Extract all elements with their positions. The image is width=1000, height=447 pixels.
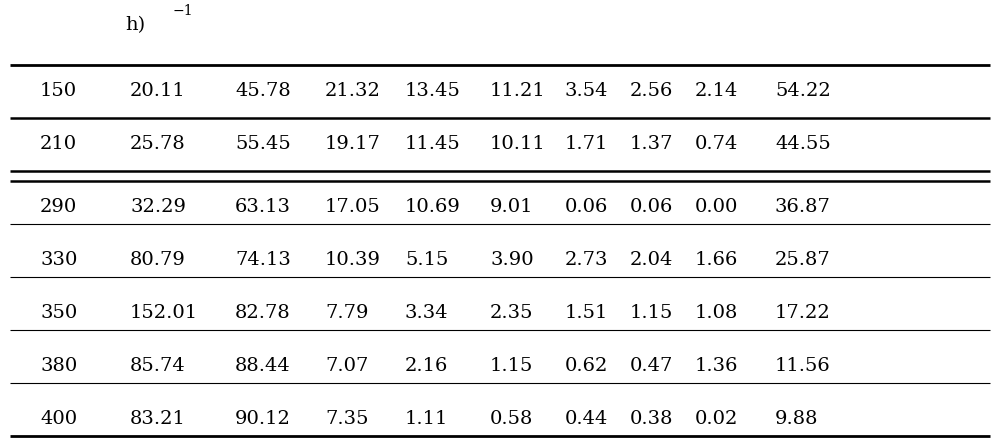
Text: 11.21: 11.21 (490, 82, 546, 100)
Text: 17.22: 17.22 (775, 304, 831, 322)
Text: 19.17: 19.17 (325, 135, 381, 153)
Text: 0.74: 0.74 (695, 135, 738, 153)
Text: 1.15: 1.15 (630, 304, 673, 322)
Text: 44.55: 44.55 (775, 135, 831, 153)
Text: 350: 350 (40, 304, 77, 322)
Text: 152.01: 152.01 (130, 304, 198, 322)
Text: 290: 290 (40, 198, 77, 216)
Text: 1.51: 1.51 (565, 304, 608, 322)
Text: 0.38: 0.38 (630, 410, 674, 428)
Text: 83.21: 83.21 (130, 410, 186, 428)
Text: 0.00: 0.00 (695, 198, 738, 216)
Text: 1.37: 1.37 (630, 135, 674, 153)
Text: 20.11: 20.11 (130, 82, 186, 100)
Text: 82.78: 82.78 (235, 304, 291, 322)
Text: 2.14: 2.14 (695, 82, 738, 100)
Text: 54.22: 54.22 (775, 82, 831, 100)
Text: 3.90: 3.90 (490, 251, 534, 269)
Text: 32.29: 32.29 (130, 198, 186, 216)
Text: 36.87: 36.87 (775, 198, 831, 216)
Text: 210: 210 (40, 135, 77, 153)
Text: 74.13: 74.13 (235, 251, 291, 269)
Text: 9.01: 9.01 (490, 198, 534, 216)
Text: 55.45: 55.45 (235, 135, 291, 153)
Text: 1.08: 1.08 (695, 304, 738, 322)
Text: 2.16: 2.16 (405, 357, 448, 375)
Text: 2.35: 2.35 (490, 304, 534, 322)
Text: h): h) (125, 16, 145, 34)
Text: 3.54: 3.54 (565, 82, 608, 100)
Text: 63.13: 63.13 (235, 198, 291, 216)
Text: 0.06: 0.06 (630, 198, 673, 216)
Text: 380: 380 (40, 357, 77, 375)
Text: 10.11: 10.11 (490, 135, 546, 153)
Text: 0.02: 0.02 (695, 410, 738, 428)
Text: 400: 400 (40, 410, 77, 428)
Text: 80.79: 80.79 (130, 251, 186, 269)
Text: 1.66: 1.66 (695, 251, 738, 269)
Text: 7.35: 7.35 (325, 410, 368, 428)
Text: 1.15: 1.15 (490, 357, 533, 375)
Text: 11.45: 11.45 (405, 135, 461, 153)
Text: 9.88: 9.88 (775, 410, 818, 428)
Text: 150: 150 (40, 82, 77, 100)
Text: 1.71: 1.71 (565, 135, 608, 153)
Text: 0.58: 0.58 (490, 410, 533, 428)
Text: 0.44: 0.44 (565, 410, 608, 428)
Text: 90.12: 90.12 (235, 410, 291, 428)
Text: 85.74: 85.74 (130, 357, 186, 375)
Text: 2.56: 2.56 (630, 82, 673, 100)
Text: 1.36: 1.36 (695, 357, 738, 375)
Text: 0.47: 0.47 (630, 357, 673, 375)
Text: 3.34: 3.34 (405, 304, 449, 322)
Text: 0.62: 0.62 (565, 357, 608, 375)
Text: 0.06: 0.06 (565, 198, 608, 216)
Text: 25.78: 25.78 (130, 135, 186, 153)
Text: 10.69: 10.69 (405, 198, 461, 216)
Text: 17.05: 17.05 (325, 198, 381, 216)
Text: 1.11: 1.11 (405, 410, 448, 428)
Text: 13.45: 13.45 (405, 82, 461, 100)
Text: 10.39: 10.39 (325, 251, 381, 269)
Text: 5.15: 5.15 (405, 251, 448, 269)
Text: 7.79: 7.79 (325, 304, 368, 322)
Text: 11.56: 11.56 (775, 357, 831, 375)
Text: 7.07: 7.07 (325, 357, 368, 375)
Text: 45.78: 45.78 (235, 82, 291, 100)
Text: −1: −1 (173, 4, 194, 18)
Text: 2.04: 2.04 (630, 251, 673, 269)
Text: 88.44: 88.44 (235, 357, 291, 375)
Text: 2.73: 2.73 (565, 251, 608, 269)
Text: 21.32: 21.32 (325, 82, 381, 100)
Text: 25.87: 25.87 (775, 251, 831, 269)
Text: 330: 330 (40, 251, 77, 269)
